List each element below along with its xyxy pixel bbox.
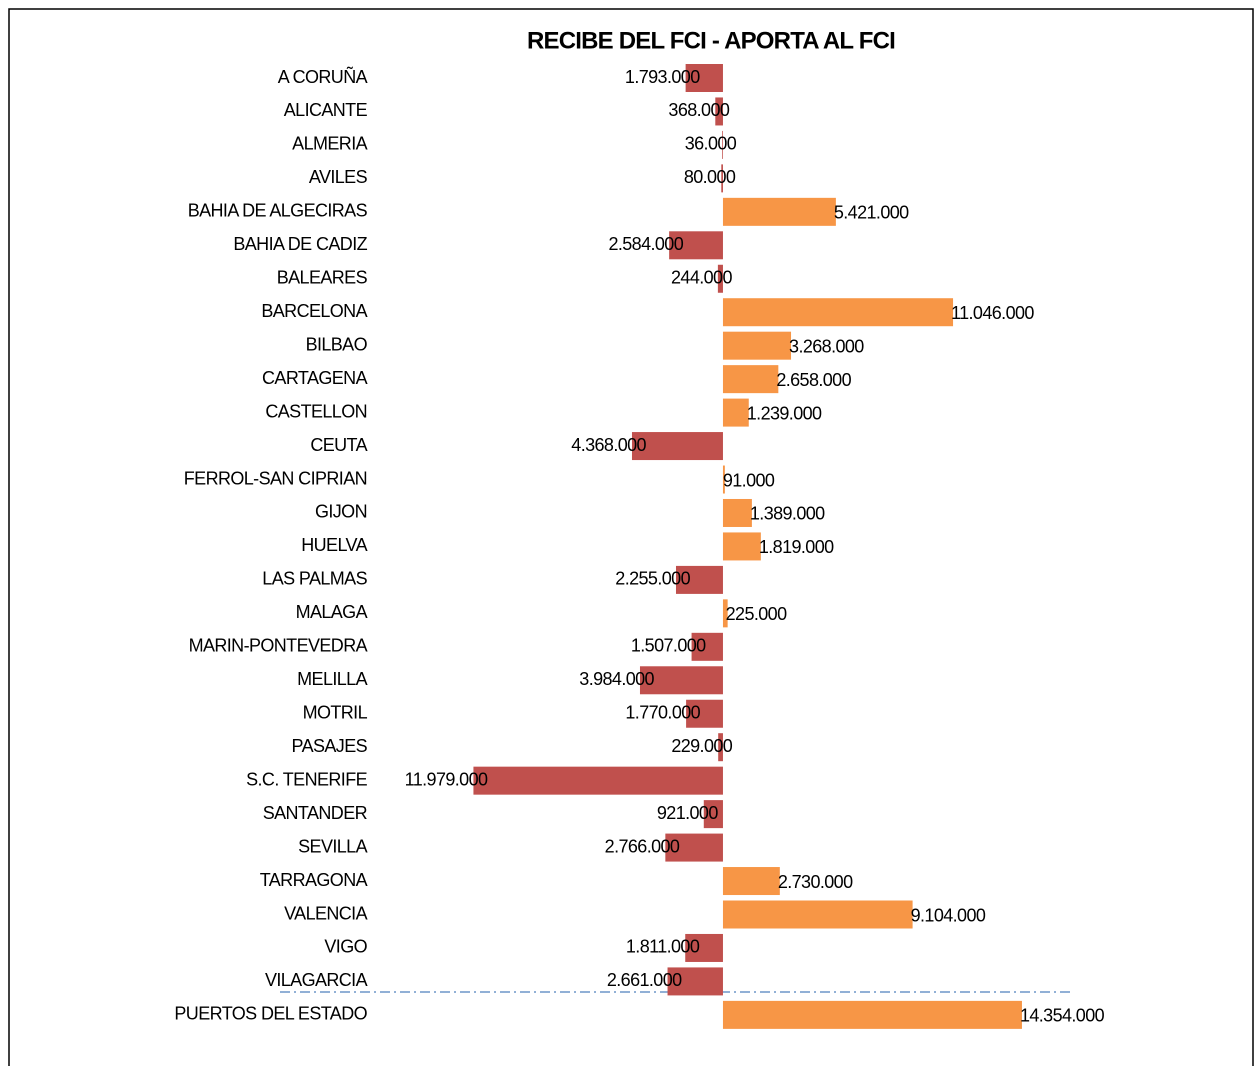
bar: [722, 130, 723, 159]
bar: [669, 231, 723, 260]
value-label: 91.000: [723, 470, 775, 490]
category-label: PASAJES: [292, 736, 368, 756]
value-label: 1.389.000: [750, 504, 825, 524]
value-label: 1.819.000: [759, 537, 834, 557]
category-label: BAHIA DE ALGECIRAS: [188, 201, 368, 221]
bar: [675, 565, 723, 594]
value-label: 1.239.000: [747, 403, 822, 423]
value-label: 921.000: [657, 803, 718, 823]
bar: [722, 867, 780, 896]
category-label: HUELVA: [301, 535, 367, 555]
bar: [722, 498, 752, 527]
chart-title: RECIBE DEL FCI - APORTA AL FCI: [527, 27, 895, 54]
frame: [8, 8, 1254, 1066]
bar: [722, 197, 836, 226]
value-label: 2.255.000: [615, 569, 690, 589]
category-label: AVILES: [309, 167, 368, 187]
bar: [703, 800, 723, 829]
category-label: TARRAGONA: [260, 870, 368, 890]
category-label: CARTAGENA: [262, 368, 368, 388]
value-label: 2.584.000: [608, 234, 683, 254]
bar: [473, 766, 723, 795]
value-label: 11.979.000: [405, 769, 488, 789]
value-label: 4.368.000: [571, 435, 646, 455]
bar: [722, 298, 954, 327]
bar: [686, 699, 723, 728]
bar: [691, 632, 723, 661]
category-label: BALEARES: [277, 268, 368, 288]
value-label: 1.811.000: [626, 937, 700, 957]
category-label: CEUTA: [310, 435, 367, 455]
bar: [722, 532, 761, 561]
category-label: VIGO: [324, 937, 367, 957]
category-label: SANTANDER: [263, 803, 368, 823]
value-label: 225.000: [726, 604, 787, 624]
bar: [685, 64, 723, 92]
category-label: MELILLA: [297, 669, 367, 689]
category-label: MOTRIL: [303, 702, 368, 722]
value-label: 2.730.000: [778, 872, 853, 892]
category-label: CASTELLON: [265, 401, 367, 421]
category-label: VILAGARCIA: [265, 970, 368, 990]
category-label: BARCELONA: [261, 301, 367, 321]
bar: [717, 264, 723, 293]
category-label: PUERTOS DEL ESTADO: [174, 1004, 367, 1024]
bar: [667, 967, 723, 996]
bar: [722, 900, 913, 929]
bar: [721, 164, 723, 193]
bar: [722, 599, 728, 628]
category-label: BILBAO: [306, 334, 368, 354]
bar: [665, 833, 723, 862]
value-label: 229.000: [671, 736, 732, 756]
value-label: 368.000: [668, 100, 729, 120]
category-label: BAHIA DE CADIZ: [233, 234, 367, 254]
category-label: LAS PALMAS: [262, 569, 367, 589]
bar: [722, 465, 725, 494]
bar: [715, 97, 723, 126]
bar: [722, 398, 749, 427]
category-label: MARIN-PONTEVEDRA: [189, 636, 368, 656]
category-label: SEVILLA: [298, 836, 367, 856]
value-label: 36.000: [685, 134, 737, 154]
value-label: 2.766.000: [605, 836, 680, 856]
bar: [631, 432, 723, 461]
bar: [639, 666, 723, 695]
bar: [722, 365, 779, 394]
value-label: 1.770.000: [625, 702, 700, 722]
bar: [722, 1000, 1022, 1029]
bar: [722, 331, 792, 360]
value-label: 9.104.000: [911, 905, 986, 925]
value-label: 1.507.000: [631, 636, 706, 656]
value-label: 14.354.000: [1020, 1006, 1105, 1026]
bar: [718, 733, 723, 762]
value-label: 1.793.000: [625, 67, 700, 87]
category-label: GIJON: [315, 502, 367, 522]
category-label: ALICANTE: [284, 100, 368, 120]
value-label: 2.658.000: [776, 370, 851, 390]
value-label: 3.268.000: [789, 336, 864, 356]
value-label: 2.661.000: [607, 970, 682, 990]
value-label: 5.421.000: [834, 203, 909, 223]
category-label: S.C. TENERIFE: [246, 769, 367, 789]
category-label: ALMERIA: [292, 134, 367, 154]
value-label: 11.046.000: [951, 303, 1034, 323]
category-label: VALENCIA: [284, 903, 367, 923]
category-label: A CORUÑA: [278, 66, 368, 87]
category-label: FERROL-SAN CIPRIAN: [184, 468, 367, 488]
category-label: MALAGA: [296, 602, 368, 622]
bar: [685, 933, 723, 962]
value-label: 80.000: [684, 167, 736, 187]
value-label: 3.984.000: [579, 669, 654, 689]
value-label: 244.000: [671, 268, 732, 288]
